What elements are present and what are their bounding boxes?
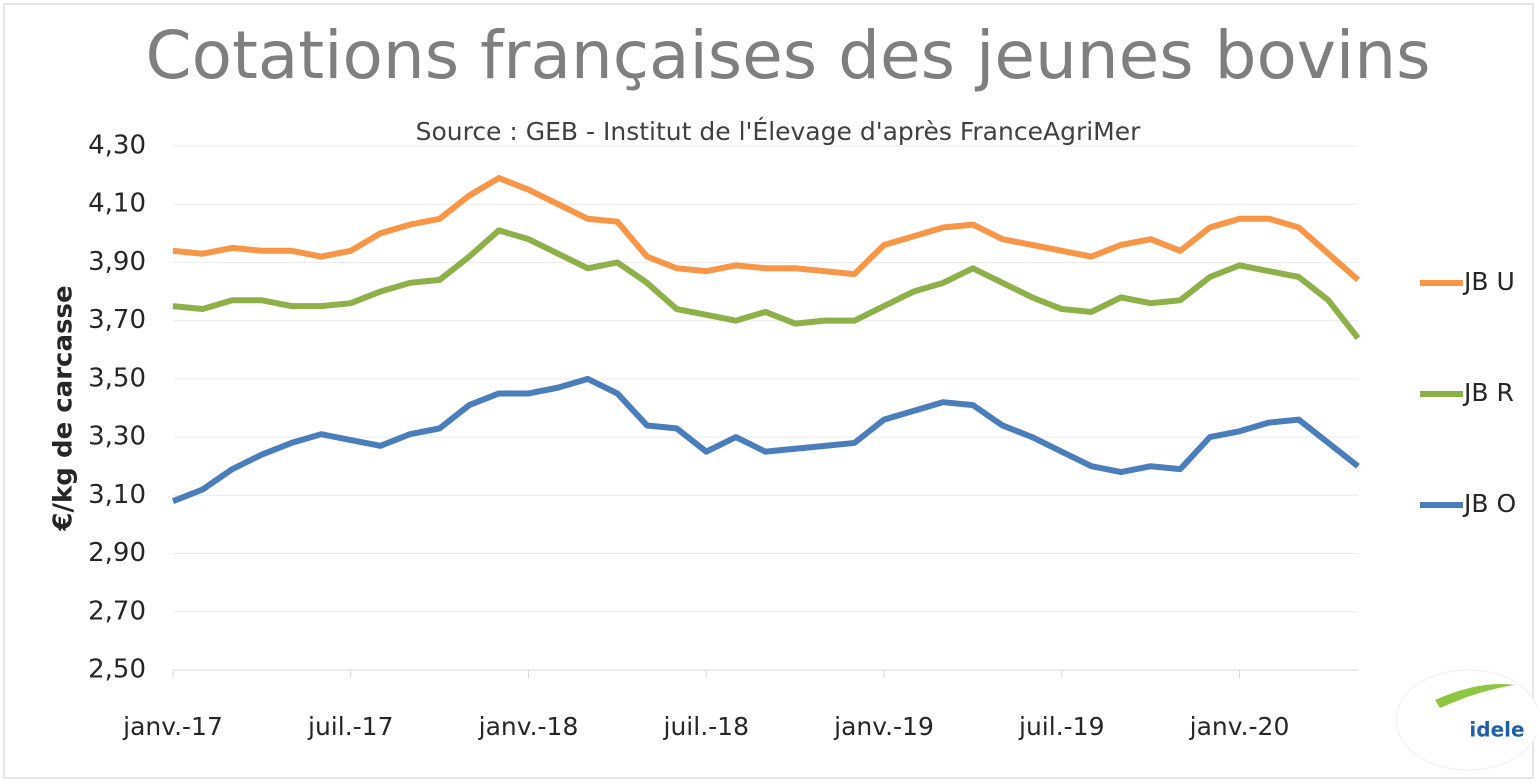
y-tick-label: 2,90 [88, 538, 146, 568]
legend-label: JB R [1462, 378, 1514, 407]
x-tick-label: janv.-19 [833, 712, 934, 741]
frame [3, 3, 1534, 779]
x-tick-label: juil.-17 [307, 712, 393, 741]
y-tick-label: 3,70 [88, 305, 146, 335]
line-series [172, 175, 1360, 283]
line-series [171, 375, 1360, 504]
y-tick-label: 2,50 [88, 655, 146, 685]
x-tick-label: juil.-19 [1018, 712, 1104, 741]
line-series [172, 227, 1361, 340]
x-tick-label: janv.-18 [478, 712, 579, 741]
x-tick-label: juil.-18 [663, 712, 749, 741]
y-tick-label: 2,70 [88, 596, 146, 626]
y-tick-label: 3,10 [88, 480, 146, 510]
x-tick-label: janv.-20 [1189, 712, 1290, 741]
legend-label: JB O [1462, 489, 1516, 518]
logo-shape [1395, 669, 1537, 771]
legend-label: JB U [1462, 267, 1515, 296]
logo-text: idele [1469, 718, 1524, 742]
y-axis-label: €/kg de carcasse [49, 285, 79, 531]
y-tick-label: 4,30 [88, 131, 146, 161]
logo-swoosh [1435, 684, 1515, 708]
chart-subtitle: Source : GEB - Institut de l'Élevage d'a… [416, 117, 1142, 146]
x-tick-label: janv.-17 [122, 712, 223, 741]
chart-title: Cotations françaises des jeunes bovins [146, 17, 1431, 94]
y-tick-label: 4,10 [88, 189, 146, 219]
y-tick-label: 3,90 [88, 247, 146, 277]
y-tick-label: 3,30 [88, 422, 146, 452]
y-tick-label: 3,50 [88, 363, 146, 393]
logo: idele [1395, 669, 1537, 771]
